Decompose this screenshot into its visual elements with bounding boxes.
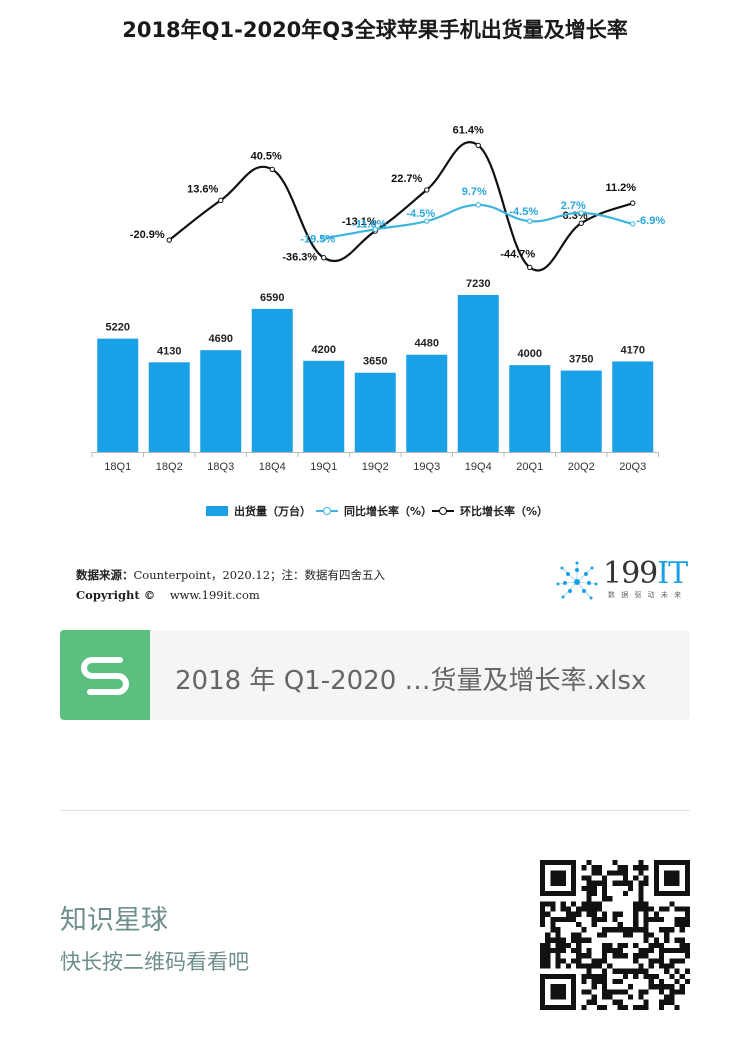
qoq-label-18Q3: 13.6% <box>187 183 218 195</box>
x-tick-label-19Q3: 19Q3 <box>413 461 440 473</box>
source-label: 数据来源： <box>76 568 134 582</box>
legend-yoy-swatch <box>316 506 338 516</box>
bar-20Q2 <box>560 370 602 452</box>
bar-label-18Q2: 4130 <box>157 345 181 357</box>
bar-label-20Q3: 4170 <box>621 344 645 356</box>
qoq-label-18Q2: -20.9% <box>130 229 165 241</box>
yoy-label-20Q1: -4.5% <box>509 206 538 218</box>
qoq-point-18Q3 <box>218 197 224 204</box>
yoy-point-19Q4 <box>475 202 481 208</box>
brand-tagline: 数 据 驱 动 未 来 <box>608 591 684 599</box>
x-tick-label-20Q2: 20Q2 <box>568 461 595 473</box>
bar-20Q3 <box>612 361 654 452</box>
x-tick-label-18Q3: 18Q3 <box>207 461 234 473</box>
brand-logo: 199IT 数 据 驱 动 未 来 <box>553 556 693 606</box>
x-tick-label-20Q1: 20Q1 <box>516 461 543 473</box>
qr-code[interactable] <box>540 860 690 1010</box>
qoq-point-20Q1 <box>527 264 533 271</box>
bar-19Q2 <box>354 372 396 452</box>
qoq-label-20Q3: 11.2% <box>605 182 636 194</box>
file-name: 2018 年 Q1-2020 …货量及增长率.xlsx <box>175 666 647 696</box>
legend-item-yoy: 同比增长率（%） <box>316 503 432 519</box>
brand-name: 199IT <box>603 556 688 591</box>
yoy-label-19Q2: -11.6% <box>352 218 386 230</box>
yoy-label-20Q3: -6.9% <box>636 215 665 227</box>
x-tick-label-19Q4: 19Q4 <box>465 461 492 473</box>
qoq-label-19Q3: 22.7% <box>391 173 422 185</box>
qoq-label-19Q4: 61.4% <box>453 124 484 136</box>
dandelion-icon <box>556 561 598 600</box>
bar-18Q3 <box>200 350 242 452</box>
legend-label-shipments: 出货量（万台） <box>234 505 311 518</box>
bar-label-18Q3: 4690 <box>209 333 233 345</box>
qoq-point-20Q2 <box>578 220 584 226</box>
x-tick-label-19Q2: 19Q2 <box>362 461 389 473</box>
qoq-point-19Q4 <box>475 142 481 149</box>
bar-18Q1 <box>97 338 139 452</box>
x-tick-label-18Q1: 18Q1 <box>104 461 131 473</box>
yoy-point-19Q2 <box>372 226 378 233</box>
qoq-point-18Q4 <box>269 166 275 173</box>
promo-subtitle: 快长按二维码看看吧 <box>60 950 249 974</box>
source-url: www.199it.com <box>169 588 260 602</box>
chart-legend: 出货量（万台） 同比增长率（%） 环比增长率（%） <box>0 503 750 523</box>
legend-item-shipments: 出货量（万台） <box>206 503 311 519</box>
qoq-label-20Q1: -44.7% <box>500 248 535 260</box>
bar-label-19Q1: 4200 <box>312 344 336 356</box>
legend-label-yoy: 同比增长率（%） <box>344 505 433 518</box>
legend-item-qoq: 环比增长率（%） <box>432 503 548 519</box>
yoy-point-20Q1 <box>527 218 533 224</box>
qoq-line <box>168 141 634 272</box>
bar-label-20Q1: 4000 <box>518 348 542 360</box>
qoq-point-18Q2 <box>166 237 172 243</box>
yoy-label-19Q4: 9.7% <box>462 186 487 198</box>
legend-label-qoq: 环比增长率（%） <box>460 505 549 518</box>
bar-label-20Q2: 3750 <box>569 354 593 366</box>
bar-18Q4 <box>251 308 293 452</box>
source-text: Counterpoint，2020.12；注：数据有四舍五入 <box>133 568 386 582</box>
bar-19Q4 <box>457 295 499 452</box>
chart-card: 2018年Q1-2020年Q3全球苹果手机出货量及增长率 5220 4130 469… <box>0 18 750 606</box>
qoq-label-18Q4: 40.5% <box>251 150 282 162</box>
promo-title: 知识星球 <box>60 905 168 936</box>
qoq-label-19Q2: -13.1% <box>342 216 377 228</box>
yoy-point-19Q3 <box>424 218 430 224</box>
copyright-label: Copyright © <box>76 588 156 602</box>
bar-19Q1 <box>303 360 345 452</box>
qoq-point-19Q1 <box>321 255 327 261</box>
legend-bar-swatch <box>206 506 228 516</box>
bar-label-18Q4: 6590 <box>260 292 284 304</box>
legend-qoq-swatch <box>432 506 454 516</box>
x-tick-label-19Q1: 19Q1 <box>310 461 337 473</box>
bar-label-19Q3: 4480 <box>415 338 439 350</box>
s-file-icon <box>60 630 150 720</box>
x-tick-label-18Q4: 18Q4 <box>259 461 286 473</box>
yoy-label-19Q3: -4.5% <box>406 208 435 220</box>
yoy-label-20Q2: 2.7% <box>561 200 586 212</box>
x-tick-label-20Q3: 20Q3 <box>619 461 646 473</box>
bar-label-19Q4: 7230 <box>466 278 490 290</box>
x-tick-label-18Q2: 18Q2 <box>156 461 183 473</box>
chart-title: 2018年Q1-2020年Q3全球苹果手机出货量及增长率 <box>122 18 628 42</box>
yoy-point-20Q3 <box>630 221 636 227</box>
divider <box>60 810 690 811</box>
source-note: 数据来源：Counterpoint，2020.12；注：数据有四舍五入 Copy… <box>76 565 385 605</box>
bar-20Q1 <box>509 365 551 452</box>
file-attachment[interactable]: 2018 年 Q1-2020 …货量及增长率.xlsx <box>60 630 690 720</box>
chart-plot: 5220 4130 4690 6590 4200 3650 4480 7230 4000 3750… <box>91 124 665 473</box>
yoy-point-20Q2 <box>578 210 584 216</box>
qoq-label-19Q1: -36.3% <box>282 252 317 264</box>
bar-19Q3 <box>406 354 448 452</box>
qoq-point-19Q3 <box>424 187 430 193</box>
yoy-label-19Q1: -19.5% <box>300 233 335 245</box>
bar-label-19Q2: 3650 <box>363 356 387 368</box>
bar-18Q2 <box>148 362 190 452</box>
qoq-point-20Q3 <box>630 200 636 206</box>
yoy-point-19Q1 <box>321 235 327 242</box>
bar-label-18Q1: 5220 <box>106 322 130 334</box>
